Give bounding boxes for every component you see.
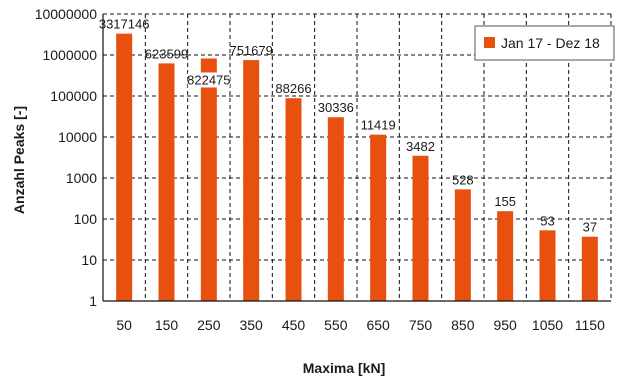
bar (285, 98, 302, 301)
bar (412, 155, 429, 301)
x-tick-label: 350 (239, 317, 263, 333)
legend-box (474, 25, 615, 61)
x-tick-label: 250 (197, 317, 221, 333)
y-axis-title: Anzahl Peaks [-] (11, 106, 27, 214)
y-tick-label: 10000000 (35, 6, 98, 22)
x-tick-label: 50 (116, 317, 132, 333)
axis-layer (102, 14, 611, 302)
legend-swatch (484, 37, 495, 48)
y-tick-label: 1 (89, 293, 97, 309)
x-tick-label: 750 (409, 317, 433, 333)
value-label: 37 (583, 220, 597, 235)
value-label: 3317146 (99, 17, 150, 32)
x-tick-label: 950 (493, 317, 517, 333)
x-tick-label: 150 (155, 317, 179, 333)
bar (327, 117, 344, 301)
value-label: 88266 (275, 81, 311, 96)
y-tick-label: 10000 (58, 129, 97, 145)
bar (116, 33, 133, 301)
bar (243, 60, 260, 301)
value-label: 11419 (361, 118, 396, 133)
y-tick-label: 1000 (66, 170, 97, 186)
value-label: 751679 (229, 43, 272, 58)
bar (370, 134, 387, 301)
bar (200, 58, 217, 302)
x-tick-label: 550 (324, 317, 348, 333)
y-tick-label: 1000000 (42, 47, 97, 63)
bar (539, 230, 556, 301)
value-label-backing (187, 72, 230, 88)
bar (581, 236, 598, 301)
value-label: 822475 (187, 72, 230, 87)
legend-label: Jan 17 - Dez 18 (501, 35, 600, 51)
y-tick-label: 100000 (50, 88, 97, 104)
x-tick-label: 450 (282, 317, 306, 333)
value-label: 3482 (406, 139, 435, 154)
bar (454, 189, 471, 301)
bar-layer (116, 33, 598, 302)
value-label: 528 (452, 172, 474, 187)
x-tick-label: 850 (451, 317, 475, 333)
bar (497, 211, 514, 301)
value-label: 623599 (145, 46, 188, 61)
x-tick-label: 650 (366, 317, 390, 333)
value-label: 155 (494, 194, 516, 209)
x-tick-label: 1050 (532, 317, 563, 333)
value-label: 30336 (318, 100, 354, 115)
y-tick-label: 10 (81, 252, 97, 268)
label-layer: 1 10 100 1000 10000 100000 1000000 10000000 50 33… (35, 6, 605, 333)
bar (158, 63, 175, 302)
grid-layer (103, 13, 612, 301)
x-axis-title: Maxima [kN] (303, 360, 385, 376)
legend: Jan 17 - Dez 18 (474, 25, 615, 61)
y-tick-label: 100 (74, 211, 98, 227)
value-label: 53 (540, 213, 554, 228)
x-tick-label: 1150 (575, 317, 605, 333)
